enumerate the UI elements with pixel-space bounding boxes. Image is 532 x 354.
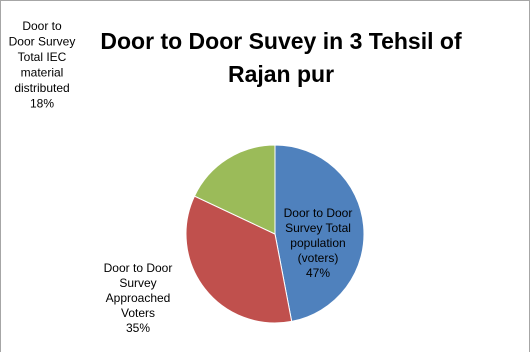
data-label-line: Survey: [119, 276, 156, 290]
pie-slice-3: [193, 144, 276, 235]
data-label-percent: 35%: [126, 321, 150, 335]
data-label-line: Door to Door: [104, 261, 173, 275]
data-label-line: Door Survey: [9, 35, 76, 49]
data-label-line: Total IEC: [18, 50, 67, 64]
data-label-line: population: [290, 236, 345, 250]
data-label-line: Door to Door: [284, 206, 353, 220]
data-label-3: Door to Door Survey Total IEC material distr…: [9, 19, 76, 111]
chart-title: Door to Door Suvey in 3 Tehsil of Rajan …: [100, 28, 462, 87]
data-label-line: Voters: [121, 306, 155, 320]
data-label-1: Door to Door Survey Total population (voter…: [284, 206, 353, 280]
pie-slice-1: [274, 144, 365, 323]
data-label-line: material: [21, 66, 64, 80]
data-label-line: (voters): [298, 251, 339, 265]
data-label-line: Door to: [22, 19, 62, 33]
data-label-line: Survey Total: [285, 221, 351, 235]
pie-data-labels: Door to Door Survey Total population (voter…: [9, 19, 353, 335]
pie-slice-2: [185, 195, 293, 324]
data-label-line: Approached: [106, 291, 171, 305]
data-label-percent: 18%: [30, 97, 54, 111]
pie-slices: [185, 144, 365, 324]
data-label-line: distributed: [14, 81, 69, 95]
data-label-2: Door to Door Survey Approached Voters 35%: [104, 261, 173, 335]
data-label-percent: 47%: [306, 266, 330, 280]
